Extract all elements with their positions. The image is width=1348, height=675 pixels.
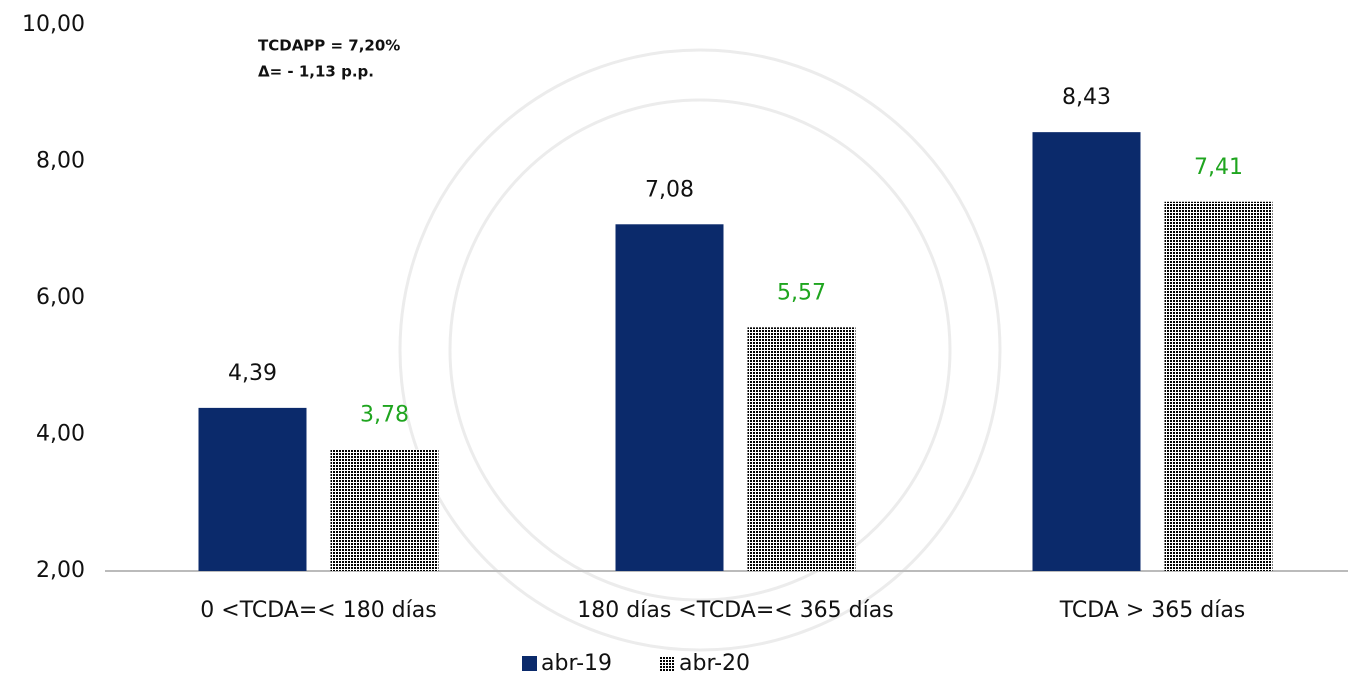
bar — [198, 407, 307, 571]
x-tick-label: 180 días <TCDA=< 365 días — [577, 598, 893, 623]
legend-swatch — [660, 656, 675, 671]
value-label: 8,43 — [1062, 85, 1111, 110]
y-tick-label: 2,00 — [36, 558, 85, 583]
annotation: TCDAPP = 7,20% — [258, 37, 400, 55]
bar — [1164, 201, 1273, 571]
y-tick-label: 6,00 — [36, 285, 85, 310]
bar — [615, 224, 724, 572]
value-label: 7,08 — [645, 177, 694, 202]
y-tick-label: 8,00 — [36, 149, 85, 174]
legend-label: abr-20 — [679, 651, 750, 675]
y-tick-label: 10,00 — [22, 12, 85, 37]
value-label: 5,57 — [777, 280, 826, 305]
bar — [747, 327, 856, 571]
x-tick-label: 0 <TCDA=< 180 días — [200, 598, 436, 623]
annotation: Δ= - 1,13 p.p. — [258, 63, 374, 81]
y-tick-label: 4,00 — [36, 422, 85, 447]
value-label: 7,41 — [1194, 155, 1243, 180]
legend-swatch — [522, 656, 537, 671]
value-label: 4,39 — [228, 361, 277, 386]
watermark — [398, 48, 1002, 652]
bar — [330, 449, 439, 571]
bar — [1032, 132, 1141, 571]
x-tick-label: TCDA > 365 días — [1059, 598, 1246, 623]
value-label: 3,78 — [360, 403, 409, 428]
legend-label: abr-19 — [541, 651, 612, 675]
